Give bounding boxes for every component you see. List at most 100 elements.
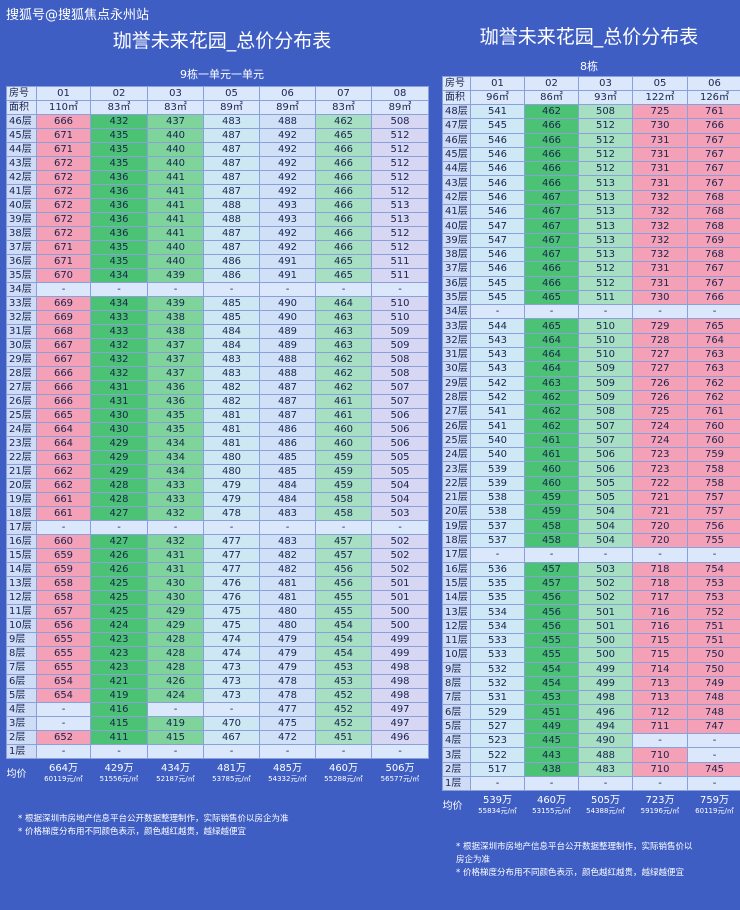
price-cell: 428 [90,478,148,493]
price-cell: 464 [524,332,579,349]
price-cell: - [578,304,633,320]
table-row: 9层 532 454 499 714 750 [442,661,740,677]
price-cell: 458 [524,532,579,549]
price-cell: 443 [524,747,579,763]
floor-label: 32层 [6,310,37,325]
price-cell: 712 [632,704,688,720]
price-cell: 430 [147,576,204,591]
price-cell: 729 [632,318,688,334]
table-row: 35层 670 434 439 486 491 465 511 [6,268,429,283]
price-cell: 750 [687,647,740,663]
price-cell: - [203,702,260,717]
table-row: 13层 658 425 430 476 481 456 501 [6,576,429,591]
price-cell: 504 [578,532,633,549]
price-cell: 437 [147,114,204,129]
price-cell: 543 [470,332,525,349]
price-cell: 497 [371,702,429,717]
price-cell: 718 [632,575,688,592]
price-cell: 489 [259,338,316,353]
price-cell: 767 [687,175,740,191]
price-cell: 487 [203,142,260,157]
price-cell: 664 [36,422,91,437]
price-cell: - [687,775,740,792]
price-cell: 538 [470,504,525,520]
table-row: 42层 546 467 513 732 768 [442,189,740,206]
table-row: 19层 661 428 433 479 484 458 504 [6,492,429,507]
price-cell: 486 [259,436,316,451]
price-cell: 465 [524,289,579,306]
table-row: 33层 544 465 510 729 765 [442,318,740,334]
price-cell: 481 [203,436,260,451]
floor-label: 13层 [6,576,37,591]
price-cell: 760 [687,418,740,434]
price-cell: 482 [203,394,260,409]
table-row: 20层 538 459 504 721 757 [442,504,740,520]
floor-label: 9层 [442,661,471,677]
price-cell: 466 [315,142,372,157]
floor-label: 2层 [6,730,37,745]
price-cell: 512 [578,161,633,177]
floor-label: 43层 [6,156,37,171]
average-cell: 759万 60119元/㎡ [688,791,740,818]
price-cell: 546 [470,189,525,206]
price-cell: 669 [36,310,91,325]
price-cell: 723 [632,461,688,477]
table-row: 41层 672 436 441 487 492 466 512 [6,184,429,199]
price-cell: 464 [315,296,372,311]
price-cell: 476 [203,576,260,591]
price-cell: 458 [315,492,372,507]
price-cell: 432 [90,352,148,367]
table-row: 15层 659 426 431 477 482 457 502 [6,548,429,563]
price-cell: 756 [687,518,740,534]
price-cell: 509 [578,361,633,377]
price-cell: 503 [578,561,633,577]
price-cell: 464 [524,347,579,363]
price-cell: 458 [524,518,579,534]
price-cell: 512 [578,132,633,148]
price-cell: 721 [632,504,688,520]
price-cell: 500 [578,632,633,649]
price-cell: - [147,744,204,759]
price-cell: 510 [578,318,633,334]
price-cell: - [203,520,260,535]
building-8-panel: 珈誉未来花园_总价分布表 8栋 房号 01 02 03 05 06 面积 96㎡ 86㎡ 93㎡ 1… [442,0,740,880]
price-cell: - [315,744,372,759]
price-cell: 763 [687,347,740,363]
price-cell: 486 [203,268,260,283]
price-cell: 489 [259,324,316,339]
average-cell: 664万 60119元/㎡ [37,759,91,786]
table-row: 18层 661 427 432 478 483 458 503 [6,506,429,521]
price-cell: 761 [687,404,740,420]
table-row: 44层 671 435 440 487 492 466 512 [6,142,429,157]
price-cell: 517 [470,761,525,777]
price-cell: 431 [147,562,204,577]
price-cell: 752 [687,604,740,620]
floor-label: 32层 [442,332,471,349]
price-cell: 457 [315,534,372,549]
price-cell: 445 [524,733,579,749]
price-cell: 453 [315,674,372,689]
floor-label: 4层 [6,702,37,717]
table-row: 10层 533 455 500 715 750 [442,647,740,663]
price-cell: 440 [147,156,204,171]
price-cell: 465 [315,128,372,143]
price-cell: 473 [203,674,260,689]
price-cell: 436 [90,198,148,213]
price-cell: 496 [371,730,429,745]
price-cell: 730 [632,118,688,134]
price-cell: 732 [632,189,688,206]
floor-label: 36层 [6,254,37,269]
floor-label: 17层 [6,520,37,535]
price-cell: 486 [203,254,260,269]
price-cell: 716 [632,618,688,634]
price-cell: 509 [578,389,633,406]
floor-label: 39层 [6,212,37,227]
price-cell: 538 [470,490,525,506]
floor-label: 3层 [6,716,37,731]
price-cell: 768 [687,204,740,220]
price-cell: 720 [632,532,688,549]
floor-label: 36层 [442,275,471,291]
price-cell: 433 [90,324,148,339]
floor-label: 30层 [6,338,37,353]
floor-label: 7层 [6,660,37,675]
